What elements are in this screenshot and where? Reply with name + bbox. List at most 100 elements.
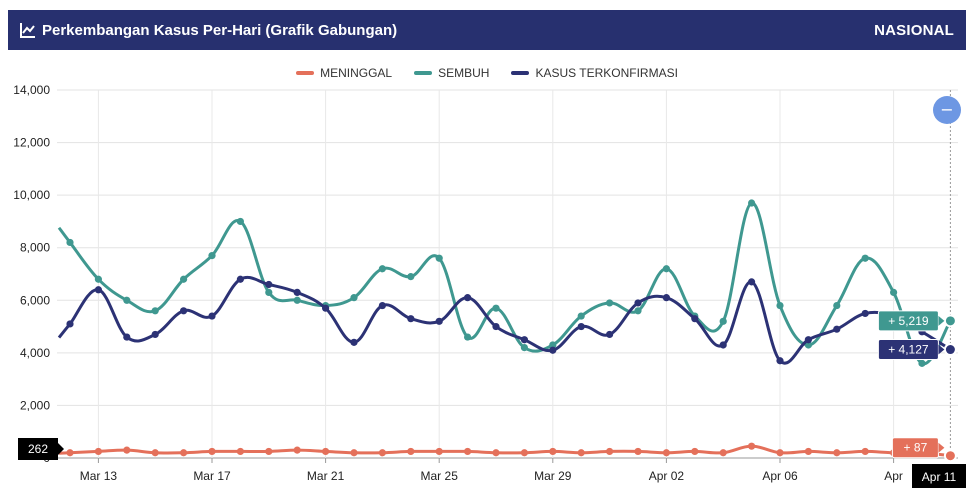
data-point[interactable] bbox=[293, 288, 301, 296]
zoom-minus-icon[interactable]: − bbox=[940, 100, 953, 119]
data-point[interactable] bbox=[378, 449, 386, 457]
data-point[interactable] bbox=[208, 312, 216, 320]
data-point[interactable] bbox=[833, 301, 841, 310]
data-point[interactable] bbox=[180, 449, 188, 457]
data-point[interactable] bbox=[350, 449, 358, 457]
data-point[interactable] bbox=[776, 449, 784, 457]
data-point[interactable] bbox=[407, 315, 415, 323]
data-point[interactable] bbox=[66, 449, 74, 457]
data-point[interactable] bbox=[123, 296, 131, 304]
legend-item-1[interactable]: SEMBUH bbox=[414, 66, 489, 80]
data-point[interactable] bbox=[492, 322, 500, 331]
data-point[interactable] bbox=[94, 275, 102, 283]
data-point[interactable] bbox=[407, 447, 415, 456]
data-point[interactable] bbox=[549, 447, 557, 456]
data-point[interactable] bbox=[804, 341, 813, 349]
data-point[interactable] bbox=[66, 320, 74, 328]
data-point[interactable] bbox=[407, 273, 415, 281]
data-point[interactable] bbox=[94, 286, 102, 294]
legend-item-2[interactable]: KASUS TERKONFIRMASI bbox=[511, 66, 678, 80]
data-point[interactable] bbox=[464, 294, 472, 302]
data-point[interactable] bbox=[748, 278, 756, 286]
data-point[interactable] bbox=[123, 446, 131, 454]
data-point[interactable] bbox=[180, 275, 188, 283]
zoom-out-button[interactable]: − bbox=[933, 96, 961, 124]
data-point[interactable] bbox=[549, 346, 557, 354]
data-point[interactable] bbox=[378, 301, 386, 310]
data-point[interactable] bbox=[151, 449, 159, 457]
data-point[interactable] bbox=[492, 304, 500, 312]
data-point[interactable] bbox=[719, 449, 727, 457]
data-point[interactable] bbox=[943, 314, 957, 328]
data-point[interactable] bbox=[776, 301, 784, 310]
data-point[interactable] bbox=[748, 199, 756, 207]
data-point[interactable] bbox=[123, 333, 131, 341]
data-point[interactable] bbox=[464, 447, 472, 456]
data-point[interactable] bbox=[719, 341, 727, 349]
data-point[interactable] bbox=[265, 447, 273, 456]
data-point[interactable] bbox=[435, 447, 443, 456]
data-point[interactable] bbox=[265, 280, 273, 289]
data-point[interactable] bbox=[265, 288, 273, 296]
data-point[interactable] bbox=[833, 449, 841, 457]
data-point[interactable] bbox=[549, 341, 557, 349]
data-point[interactable] bbox=[748, 442, 756, 450]
data-point[interactable] bbox=[634, 447, 642, 456]
data-point[interactable] bbox=[350, 338, 358, 346]
data-point[interactable] bbox=[776, 357, 784, 365]
data-point[interactable] bbox=[634, 307, 642, 315]
y-tick-label: 10,000 bbox=[13, 188, 50, 202]
data-point[interactable] bbox=[577, 312, 585, 320]
data-point[interactable] bbox=[293, 446, 301, 454]
data-point[interactable] bbox=[350, 294, 358, 302]
data-point[interactable] bbox=[606, 330, 614, 339]
chart-title: Perkembangan Kasus Per-Hari (Grafik Gabu… bbox=[42, 21, 398, 39]
data-point[interactable] bbox=[577, 449, 585, 457]
data-point[interactable] bbox=[943, 449, 957, 463]
data-point[interactable] bbox=[236, 217, 244, 226]
data-point[interactable] bbox=[208, 447, 216, 456]
data-point[interactable] bbox=[236, 275, 244, 283]
data-point[interactable] bbox=[236, 447, 244, 456]
legend-label: MENINGGAL bbox=[320, 66, 393, 80]
data-point[interactable] bbox=[322, 447, 330, 456]
data-point[interactable] bbox=[691, 447, 699, 456]
data-point[interactable] bbox=[208, 252, 216, 260]
data-point[interactable] bbox=[520, 336, 529, 344]
data-point[interactable] bbox=[662, 294, 671, 302]
data-point[interactable] bbox=[378, 265, 386, 273]
data-point[interactable] bbox=[435, 254, 443, 262]
data-point[interactable] bbox=[606, 299, 614, 307]
data-point[interactable] bbox=[606, 447, 614, 456]
data-point[interactable] bbox=[861, 254, 869, 262]
legend-item-0[interactable]: MENINGGAL bbox=[296, 66, 392, 80]
data-point[interactable] bbox=[861, 309, 869, 318]
zoom-button-circle[interactable] bbox=[933, 96, 961, 124]
data-point[interactable] bbox=[691, 315, 699, 323]
data-point[interactable] bbox=[180, 307, 188, 315]
data-point[interactable] bbox=[577, 322, 585, 331]
data-point[interactable] bbox=[435, 317, 443, 325]
data-point[interactable] bbox=[804, 447, 813, 456]
data-point[interactable] bbox=[66, 238, 74, 247]
data-point[interactable] bbox=[943, 343, 957, 357]
data-point[interactable] bbox=[861, 447, 869, 456]
data-point[interactable] bbox=[804, 336, 813, 344]
data-point[interactable] bbox=[719, 317, 727, 325]
data-point[interactable] bbox=[293, 296, 301, 304]
data-point[interactable] bbox=[634, 299, 642, 307]
data-point[interactable] bbox=[151, 330, 159, 339]
data-point[interactable] bbox=[520, 344, 529, 352]
data-point[interactable] bbox=[94, 447, 102, 456]
crosshair-y-box bbox=[18, 438, 58, 460]
data-point[interactable] bbox=[322, 304, 330, 312]
data-point[interactable] bbox=[520, 449, 529, 457]
data-point[interactable] bbox=[833, 325, 841, 333]
data-point[interactable] bbox=[662, 449, 671, 457]
data-point[interactable] bbox=[464, 333, 472, 341]
data-point[interactable] bbox=[918, 359, 926, 367]
data-point[interactable] bbox=[151, 307, 159, 315]
data-point[interactable] bbox=[890, 288, 898, 296]
data-point[interactable] bbox=[662, 265, 671, 273]
data-point[interactable] bbox=[492, 449, 500, 457]
